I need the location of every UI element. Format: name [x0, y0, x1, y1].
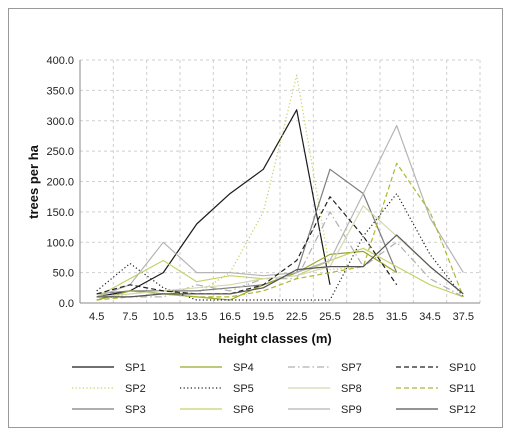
x-axis-title: height classes (m)	[218, 331, 331, 346]
y-tick-label: 250.0	[46, 146, 74, 158]
y-tick-label: 0.0	[59, 298, 74, 310]
x-tick-label: 10.5	[153, 311, 174, 323]
chart-frame	[8, 8, 503, 428]
x-tick-label: 34.5	[419, 311, 440, 323]
series-line-sp2	[96, 74, 364, 301]
x-tick-label: 13.5	[186, 311, 207, 323]
legend-label-sp8: SP8	[341, 383, 362, 395]
legend-label-sp7: SP7	[341, 362, 362, 374]
series-line-sp7	[96, 211, 464, 298]
x-tick-label: 4.5	[89, 311, 104, 323]
y-tick-label: 300.0	[46, 116, 74, 128]
series-line-sp11	[96, 162, 464, 301]
x-tick-label: 22.5	[286, 311, 307, 323]
x-tick-label: 19.5	[253, 311, 274, 323]
series-line-sp1	[96, 109, 331, 298]
legend: SP1 SP2 SP3 SP4 SP5 SP6 SP7 SP8 SP9 SP10 SP11 SP12	[72, 362, 476, 416]
y-tick-label: 200.0	[46, 177, 74, 189]
grid	[80, 59, 481, 303]
x-tick-label: 28.5	[353, 311, 374, 323]
axes	[79, 60, 480, 304]
y-axis-title: trees per ha	[26, 144, 41, 218]
legend-label-sp4: SP4	[233, 362, 254, 374]
x-tick-label: 16.5	[219, 311, 240, 323]
legend-label-sp3: SP3	[125, 404, 146, 416]
legend-label-sp12: SP12	[449, 404, 476, 416]
x-tick-label: 37.5	[453, 311, 474, 323]
series-lines	[96, 74, 464, 301]
legend-label-sp9: SP9	[341, 404, 362, 416]
legend-label-sp5: SP5	[233, 383, 254, 395]
y-tick-label: 350.0	[46, 85, 74, 97]
legend-label-sp10: SP10	[449, 362, 476, 374]
y-tick-labels: 0.0 50.0 100.0 150.0 200.0 250.0 300.0 350.0 400…	[46, 55, 74, 310]
series-line-sp10	[96, 196, 398, 295]
legend-label-sp1: SP1	[125, 362, 146, 374]
series-line-sp8	[96, 205, 464, 298]
y-tick-label: 400.0	[46, 55, 74, 67]
y-tick-label: 50.0	[53, 268, 74, 280]
series-line-sp12	[96, 234, 464, 298]
series-line-sp3	[96, 168, 398, 295]
x-tick-labels: 4.5 7.5 10.5 13.5 16.5 19.5 22.5 25.5 28.5 31.5 34…	[89, 311, 474, 323]
y-tick-label: 150.0	[46, 207, 74, 219]
x-tick-label: 31.5	[386, 311, 407, 323]
legend-label-sp2: SP2	[125, 383, 146, 395]
series-line-sp9	[96, 124, 464, 298]
x-tick-label: 25.5	[319, 311, 340, 323]
legend-label-sp6: SP6	[233, 404, 254, 416]
legend-label-sp11: SP11	[449, 383, 475, 395]
y-tick-label: 100.0	[46, 237, 74, 249]
x-tick-label: 7.5	[122, 311, 137, 323]
